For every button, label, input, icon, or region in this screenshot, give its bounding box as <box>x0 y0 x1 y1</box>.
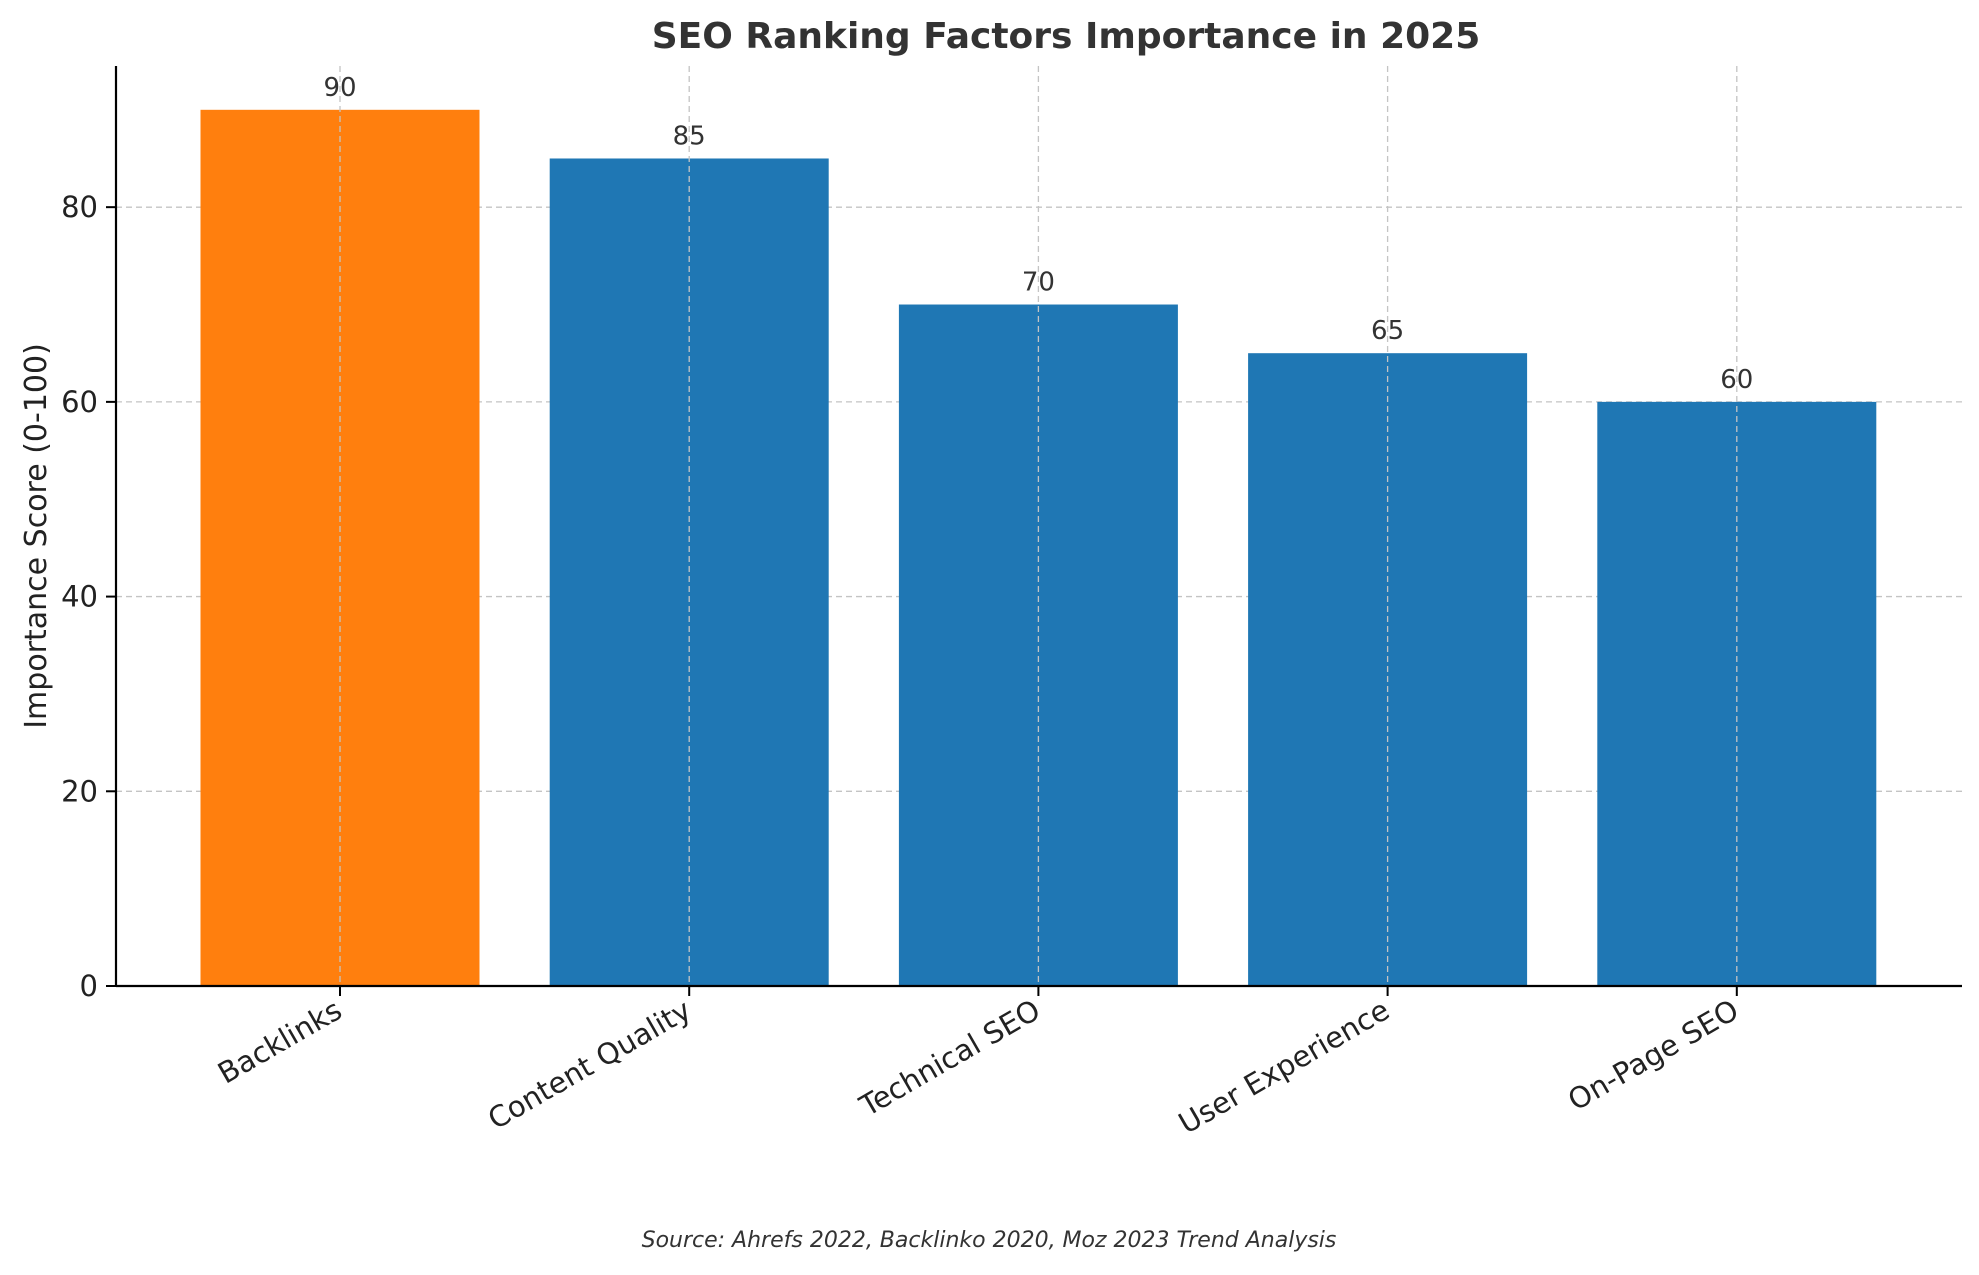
bar-value-label: 85 <box>673 121 706 151</box>
y-axis-label: Importance Score (0-100) <box>19 343 54 729</box>
source-note: Source: Ahrefs 2022, Backlinko 2020, Moz… <box>642 1228 1337 1253</box>
y-tick-label: 20 <box>61 774 98 808</box>
bar-value-label: 90 <box>323 73 356 103</box>
bar-value-label: 70 <box>1022 268 1055 298</box>
x-tick-label: Content Quality <box>482 993 697 1137</box>
x-tick-label: On-Page SEO <box>1562 993 1744 1118</box>
bar-value-label: 60 <box>1720 365 1753 395</box>
y-tick-label: 60 <box>61 385 98 419</box>
x-tick-label: User Experience <box>1173 993 1395 1141</box>
data-label-layer: 90 85 70 65 60 <box>323 66 1753 986</box>
y-tick-label: 40 <box>61 580 98 614</box>
bar-value-label: 65 <box>1371 316 1404 346</box>
x-tick-label: Backlinks <box>212 993 347 1091</box>
y-tick-label: 80 <box>61 190 98 224</box>
x-tick-label: Technical SEO <box>853 993 1046 1124</box>
chart-title: SEO Ranking Factors Importance in 2025 <box>652 16 1481 57</box>
y-tick-label: 0 <box>80 969 98 1003</box>
